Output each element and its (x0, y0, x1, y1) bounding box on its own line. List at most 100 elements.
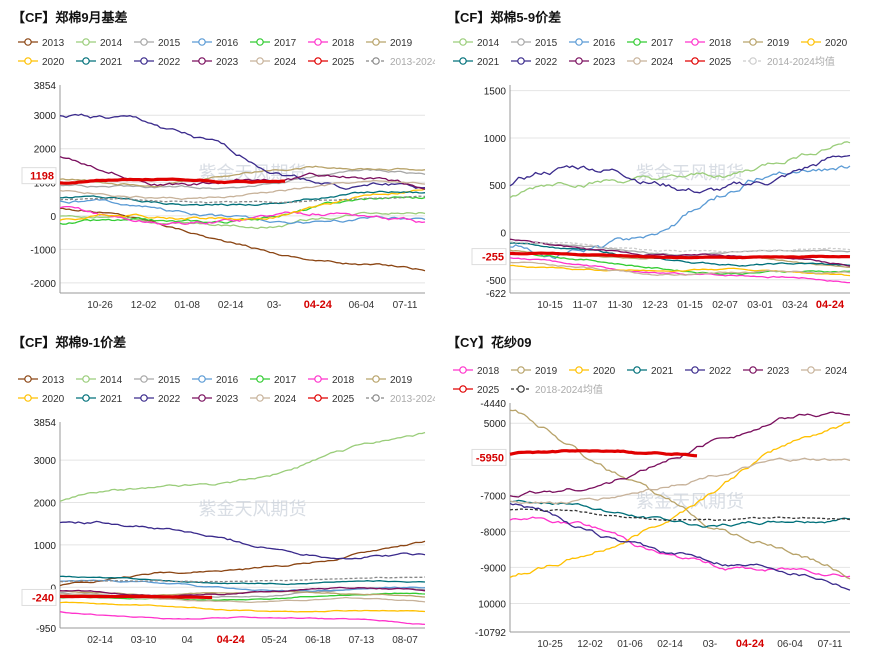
legend-marker (633, 57, 641, 65)
legend-entry: 2014 (477, 38, 500, 49)
legend-marker (575, 366, 583, 374)
legend-marker (691, 38, 699, 46)
current-value-badge (21, 167, 57, 185)
y-tick-label: 0 (50, 212, 56, 223)
series-line-2019 (509, 409, 851, 580)
series-line-2020 (509, 421, 851, 578)
legend-marker (807, 366, 815, 374)
legend-marker (314, 394, 322, 402)
legend-entry: 2020 (593, 366, 616, 377)
x-highlight-label: 04-24 (736, 638, 765, 650)
y-tick-label: 1000 (34, 541, 57, 552)
x-tick-label: 08-07 (392, 635, 418, 646)
series-line-2014 (59, 431, 426, 502)
legend-entry: 2017 (651, 38, 674, 49)
legend-entry: 2017 (274, 375, 297, 386)
legend-entry: 2013-2024均值 (390, 55, 435, 68)
chart-panel-cy-yarn-spread: 【CY】花纱09 2018 2019 2020 2021 2022 2023 2024 2025… (435, 325, 870, 650)
series-line-2021 (509, 242, 851, 267)
legend-marker (82, 57, 90, 65)
x-tick-label: 06-04 (349, 300, 375, 311)
y-min-label: -950 (36, 624, 56, 635)
legend-entry: 2020 (42, 394, 65, 405)
chart-svg: 【CY】花纱09 2018 2019 2020 2021 2022 2023 2024 2025… (447, 335, 851, 650)
legend-marker (24, 38, 32, 46)
legend-marker (198, 57, 206, 65)
series-line-2020 (59, 188, 426, 221)
series-line-2019 (59, 165, 426, 188)
series-line-2025 (59, 177, 286, 185)
y-tick-label: 0 (50, 583, 56, 594)
legend-entry: 2014 (100, 38, 123, 49)
legend-entry: 2021 (100, 394, 123, 405)
legend-entry: 2025 (477, 385, 500, 396)
legend-entry: 2014-2024均值 (767, 55, 835, 68)
legend-entry: 2020 (825, 38, 848, 49)
current-value-badge (471, 248, 507, 266)
x-tick-label: 10-15 (537, 300, 563, 311)
legend-entry: 2024 (274, 394, 297, 405)
x-tick-label: 11-30 (608, 300, 633, 311)
current-value-label: -5950 (476, 452, 504, 464)
legend-entry: 2015 (158, 375, 181, 386)
series-line-2018 (59, 611, 426, 626)
legend-marker (575, 57, 583, 65)
y-min-label: -10792 (475, 628, 507, 639)
x-tick-label: 03- (267, 300, 281, 311)
legend-marker (140, 375, 148, 383)
legend-entry: 2019 (390, 38, 413, 49)
legend-marker (198, 394, 206, 402)
x-tick-label: 01-15 (677, 300, 703, 311)
y-tick-label: 10000 (478, 599, 506, 610)
legend-marker (314, 38, 322, 46)
x-tick-label: 02-07 (712, 300, 738, 311)
legend-entry: 2022 (535, 57, 558, 68)
legend-marker (459, 38, 467, 46)
y-tick-label: 2000 (34, 499, 57, 510)
series-line-2022 (59, 520, 426, 560)
y-max-label: 3854 (34, 81, 57, 92)
x-tick-label: 04 (182, 635, 194, 646)
legend-entry: 2021 (651, 366, 674, 377)
legend-entry: 2018 (709, 38, 732, 49)
series-line-2013 (59, 540, 426, 587)
legend-entry: 2016 (593, 38, 616, 49)
legend-marker (459, 366, 467, 374)
legend-marker (633, 38, 641, 46)
legend-entry: 2016 (216, 38, 239, 49)
legend-entry: 2016 (216, 375, 239, 386)
x-tick-label: 06-18 (305, 635, 331, 646)
legend-entry: 2018 (477, 366, 500, 377)
x-tick-label: 01-06 (617, 639, 643, 650)
legend-entry: 2017 (274, 38, 297, 49)
legend-entry: 2018 (332, 38, 355, 49)
x-tick-label: 02-14 (218, 300, 244, 311)
series-line-2023 (509, 238, 851, 267)
chart-svg: 【CF】郑棉9月基差 2013 2014 2015 2016 2017 2018 2019 20… (12, 10, 458, 311)
watermark: 紫金天风期货 (636, 163, 744, 183)
x-highlight-label: 04-24 (816, 299, 845, 311)
series-line-2021 (59, 575, 426, 586)
legend-marker (198, 38, 206, 46)
current-value-label: -240 (32, 592, 54, 604)
legend-entry: 2013-2024均值 (390, 392, 435, 405)
x-tick-label: 12-23 (642, 300, 668, 311)
legend-entry: 2025 (332, 394, 355, 405)
legend-marker (256, 38, 264, 46)
legend-marker (82, 375, 90, 383)
legend-marker (140, 38, 148, 46)
y-tick-label: -500 (486, 276, 506, 287)
legend-entry: 2021 (477, 57, 500, 68)
y-max-label: 3854 (34, 418, 57, 429)
y-tick-label: 1500 (484, 87, 507, 98)
y-tick-label: 500 (489, 181, 506, 192)
y-tick-label: 2000 (34, 145, 57, 156)
legend-entry: 2025 (709, 57, 732, 68)
legend-entry: 2022 (158, 57, 181, 68)
chart-panel-cf-sep-basis: 【CF】郑棉9月基差 2013 2014 2015 2016 2017 2018 2019 20… (0, 0, 458, 325)
series-line-2018 (509, 516, 851, 578)
legend-entry: 2015 (158, 38, 181, 49)
legend-entry: 2019 (390, 375, 413, 386)
series-line-2023 (59, 586, 426, 598)
x-tick-label: 07-11 (393, 300, 418, 311)
